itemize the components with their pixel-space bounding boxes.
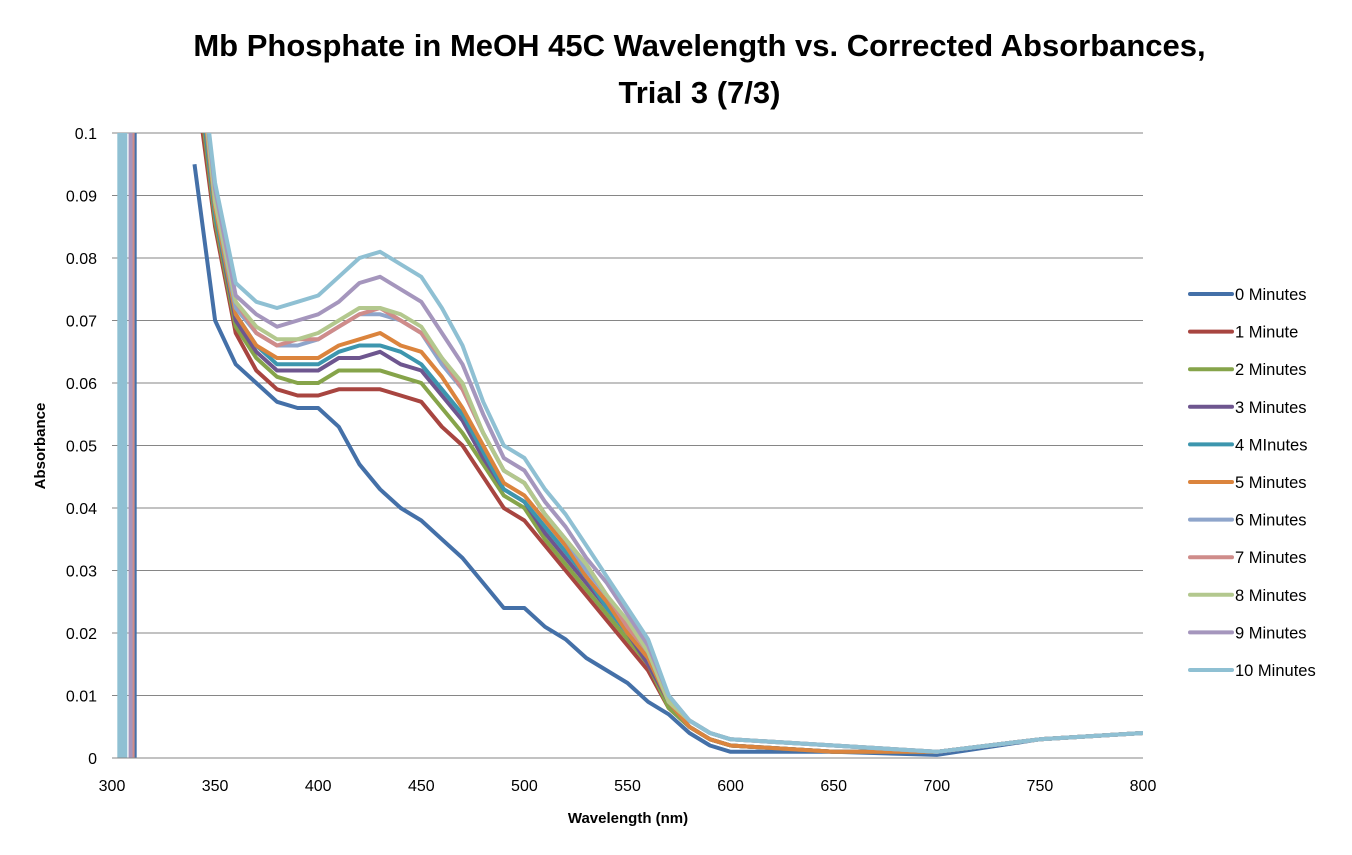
- x-axis-title: Wavelength (nm): [568, 810, 688, 827]
- legend-label: 5 Minutes: [1235, 474, 1307, 492]
- legend-item: 1 Minute: [1188, 324, 1298, 342]
- series-line-2: [202, 133, 1143, 754]
- y-tick-labels: 0 0.01 0.02 0.03 0.04 0.05 0.06 0.07 0.08 0.09 0.1: [66, 126, 97, 768]
- gridlines: [112, 132, 1143, 696]
- x-tick-label: 550: [614, 778, 641, 795]
- x-tick-label: 400: [305, 778, 332, 795]
- x-tick-label: 300: [99, 778, 126, 795]
- chart-title: Mb Phosphate in MeOH 45C Wavelength vs. …: [112, 22, 1287, 116]
- chart-title-line-1: Mb Phosphate in MeOH 45C Wavelength vs. …: [193, 28, 1206, 63]
- legend-item: 3 Minutes: [1188, 399, 1307, 417]
- legend-label: 8 Minutes: [1235, 587, 1307, 605]
- legend-label: 6 Minutes: [1235, 512, 1307, 530]
- legend-item: 4 MInutes: [1188, 436, 1307, 454]
- x-tick-label: 500: [511, 778, 538, 795]
- y-tick-label: 0.01: [66, 689, 97, 706]
- y-tick-label: 0.07: [66, 314, 97, 331]
- legend-label: 7 Minutes: [1235, 549, 1307, 567]
- y-tick-label: 0: [88, 751, 97, 768]
- y-tick-label: 0.08: [66, 251, 97, 268]
- legend-item: 6 Minutes: [1188, 512, 1307, 530]
- chart-title-line-2: Trial 3 (7/3): [618, 75, 781, 110]
- series-lines: [117, 133, 1143, 758]
- y-tick-label: 0.04: [66, 501, 97, 518]
- legend-item: 9 Minutes: [1188, 624, 1307, 642]
- x-tick-label: 800: [1130, 778, 1157, 795]
- x-tick-labels: 300 350 400 450 500 550 600 650 700 750 800: [99, 778, 1157, 795]
- legend-item: 2 Minutes: [1188, 361, 1307, 379]
- legend-item: 0 Minutes: [1188, 286, 1307, 304]
- y-tick-label: 0.06: [66, 376, 97, 393]
- series-line-8: [205, 133, 1143, 754]
- y-axis-title: Absorbance: [32, 403, 49, 490]
- x-tick-label: 450: [408, 778, 435, 795]
- series-line-9: [206, 133, 1143, 754]
- x-tick-label: 600: [717, 778, 744, 795]
- series-line-3: [203, 133, 1143, 754]
- y-tick-label: 0.02: [66, 626, 97, 643]
- legend: 0 Minutes 1 Minute 2 Minutes 3 Minutes 4 MIn…: [1188, 286, 1316, 680]
- series-line-5: [204, 133, 1143, 754]
- legend-label: 4 MInutes: [1235, 436, 1307, 454]
- x-tick-label: 350: [202, 778, 229, 795]
- series-line-4: [203, 133, 1143, 754]
- legend-label: 2 Minutes: [1235, 361, 1307, 379]
- y-tick-label: 0.05: [66, 439, 97, 456]
- x-tick-label: 750: [1027, 778, 1054, 795]
- legend-item: 10 Minutes: [1188, 662, 1316, 680]
- x-tick-label: 650: [820, 778, 847, 795]
- y-tick-label: 0.03: [66, 564, 97, 581]
- y-tick-label: 0.1: [75, 126, 97, 143]
- legend-label: 1 Minute: [1235, 324, 1298, 342]
- legend-label: 0 Minutes: [1235, 286, 1307, 304]
- legend-item: 5 Minutes: [1188, 474, 1307, 492]
- legend-label: 3 Minutes: [1235, 399, 1307, 417]
- legend-label: 9 Minutes: [1235, 624, 1307, 642]
- series-line-10: [207, 133, 1143, 754]
- legend-label: 10 Minutes: [1235, 662, 1316, 680]
- series-line-1: [200, 133, 1143, 754]
- x-tick-label: 700: [923, 778, 950, 795]
- series-line-0: [192, 164, 1143, 757]
- legend-item: 7 Minutes: [1188, 549, 1307, 567]
- y-tick-label: 0.09: [66, 189, 97, 206]
- legend-item: 8 Minutes: [1188, 587, 1307, 605]
